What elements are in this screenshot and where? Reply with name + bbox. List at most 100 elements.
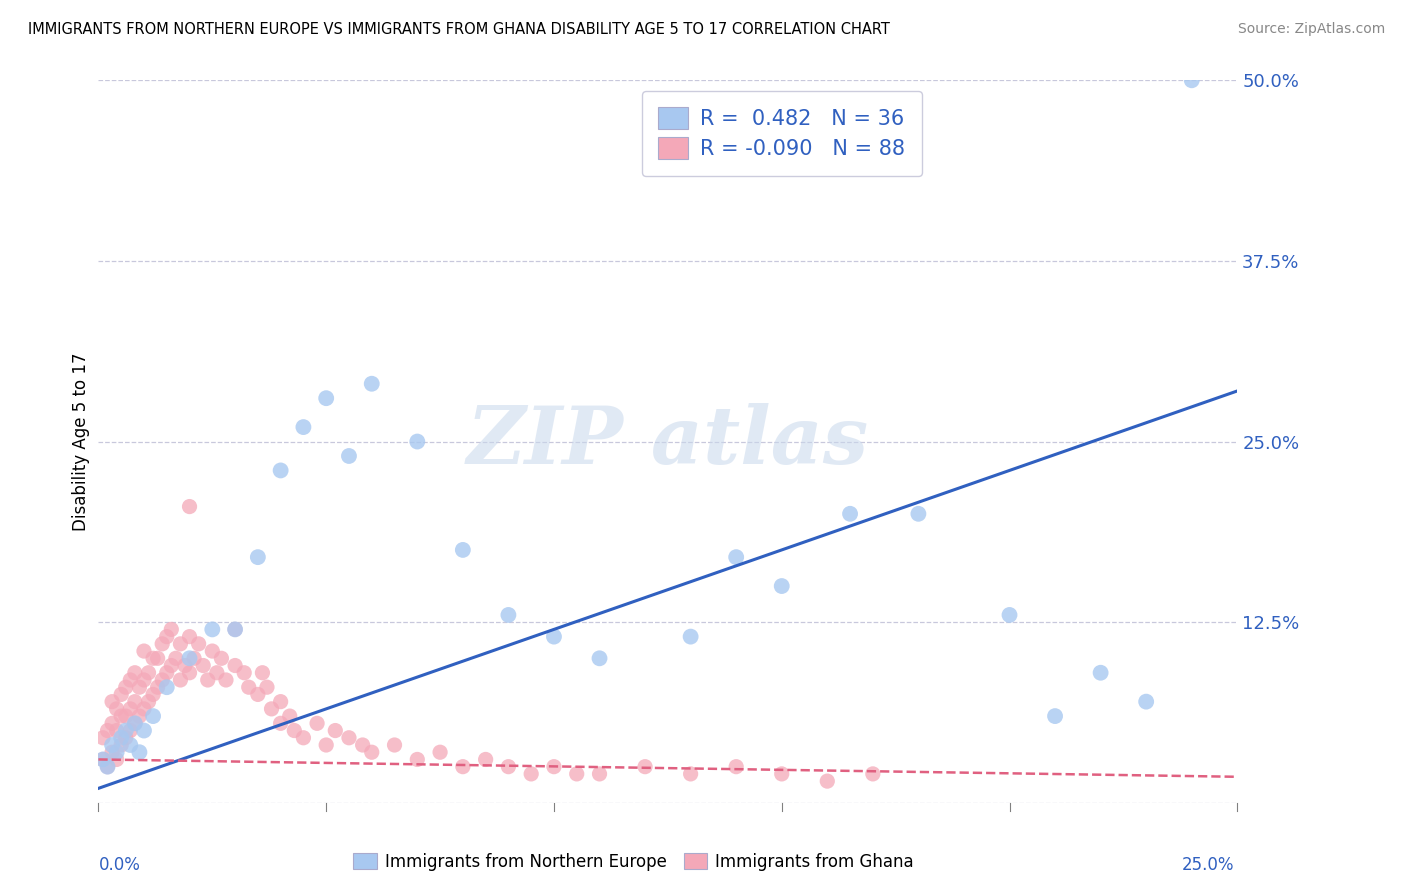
Point — [120, 723, 142, 738]
Point — [150, 673, 173, 687]
Point — [132, 723, 155, 738]
Point — [101, 695, 124, 709]
Point — [120, 673, 142, 687]
Point — [138, 665, 160, 680]
Point — [679, 767, 702, 781]
Point — [360, 745, 382, 759]
Point — [498, 607, 520, 622]
Point — [110, 687, 132, 701]
Point — [565, 767, 588, 781]
Point — [114, 731, 136, 745]
Point — [160, 658, 183, 673]
Point — [543, 630, 565, 644]
Point — [451, 760, 474, 774]
Point — [260, 702, 283, 716]
Text: ZIP atlas: ZIP atlas — [467, 403, 869, 480]
Point — [429, 745, 451, 759]
Point — [634, 760, 657, 774]
Point — [96, 723, 118, 738]
Point — [110, 738, 132, 752]
Point — [770, 767, 793, 781]
Point — [384, 738, 406, 752]
Point — [96, 760, 118, 774]
Point — [215, 673, 238, 687]
Point — [352, 738, 374, 752]
Point — [179, 651, 201, 665]
Point — [451, 542, 474, 557]
Point — [156, 680, 179, 694]
Point — [179, 630, 201, 644]
Point — [270, 716, 292, 731]
Point — [101, 716, 124, 731]
Point — [1135, 695, 1157, 709]
Text: IMMIGRANTS FROM NORTHERN EUROPE VS IMMIGRANTS FROM GHANA DISABILITY AGE 5 TO 17 : IMMIGRANTS FROM NORTHERN EUROPE VS IMMIG… — [28, 22, 890, 37]
Text: 25.0%: 25.0% — [1182, 856, 1234, 874]
Point — [406, 434, 429, 449]
Point — [1181, 73, 1204, 87]
Point — [224, 623, 246, 637]
Point — [270, 695, 292, 709]
Point — [246, 687, 269, 701]
Point — [205, 665, 228, 680]
Point — [169, 637, 191, 651]
Point — [283, 723, 305, 738]
Point — [120, 738, 142, 752]
Point — [256, 680, 278, 694]
Point — [105, 745, 128, 759]
Point — [91, 752, 114, 766]
Point — [124, 665, 146, 680]
Point — [588, 651, 610, 665]
Point — [101, 745, 124, 759]
Point — [105, 723, 128, 738]
Point — [246, 550, 269, 565]
Point — [187, 637, 209, 651]
Point — [142, 709, 165, 723]
Point — [142, 651, 165, 665]
Point — [543, 760, 565, 774]
Point — [142, 687, 165, 701]
Point — [238, 680, 260, 694]
Point — [114, 709, 136, 723]
Point — [201, 623, 224, 637]
Point — [128, 745, 150, 759]
Point — [201, 644, 224, 658]
Point — [160, 623, 183, 637]
Text: Source: ZipAtlas.com: Source: ZipAtlas.com — [1237, 22, 1385, 37]
Point — [998, 607, 1021, 622]
Point — [128, 680, 150, 694]
Point — [96, 760, 118, 774]
Point — [588, 767, 610, 781]
Point — [183, 651, 205, 665]
Point — [233, 665, 256, 680]
Point — [114, 680, 136, 694]
Point — [128, 709, 150, 723]
Point — [179, 665, 201, 680]
Point — [209, 651, 232, 665]
Point — [114, 723, 136, 738]
Point — [323, 723, 346, 738]
Point — [193, 658, 215, 673]
Point — [165, 651, 187, 665]
Point — [270, 463, 292, 477]
Point — [197, 673, 219, 687]
Point — [307, 716, 329, 731]
Point — [907, 507, 929, 521]
Point — [224, 623, 246, 637]
Point — [315, 391, 337, 405]
Point — [150, 637, 173, 651]
Point — [839, 507, 862, 521]
Point — [1090, 665, 1112, 680]
Point — [132, 644, 155, 658]
Point — [146, 680, 169, 694]
Point — [132, 702, 155, 716]
Point — [169, 673, 191, 687]
Point — [91, 731, 114, 745]
Point — [252, 665, 274, 680]
Point — [124, 716, 146, 731]
Point — [679, 630, 702, 644]
Point — [474, 752, 496, 766]
Point — [110, 709, 132, 723]
Point — [360, 376, 382, 391]
Point — [498, 760, 520, 774]
Point — [862, 767, 884, 781]
